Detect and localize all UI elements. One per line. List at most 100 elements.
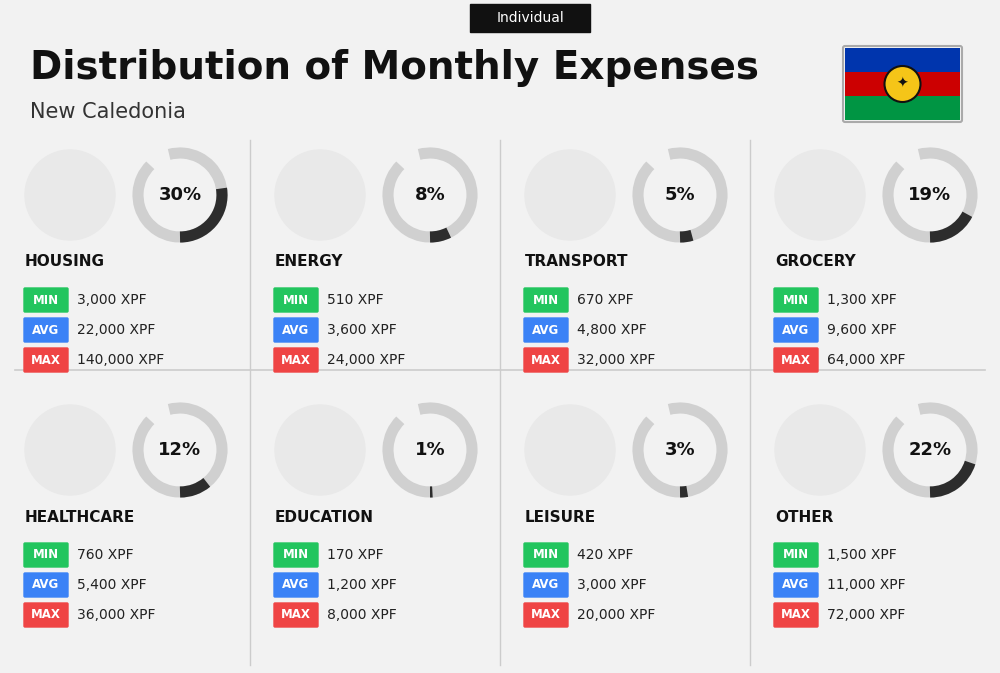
- Text: MAX: MAX: [531, 608, 561, 621]
- Text: MAX: MAX: [781, 353, 811, 367]
- Text: 5%: 5%: [665, 186, 695, 204]
- Text: AVG: AVG: [32, 579, 60, 592]
- FancyBboxPatch shape: [274, 288, 318, 312]
- Text: AVG: AVG: [32, 324, 60, 336]
- Text: 72,000 XPF: 72,000 XPF: [827, 608, 905, 622]
- FancyBboxPatch shape: [470, 4, 590, 32]
- Text: 420 XPF: 420 XPF: [577, 548, 634, 562]
- Text: 12%: 12%: [158, 441, 202, 459]
- Text: AVG: AVG: [282, 324, 310, 336]
- Text: 1%: 1%: [415, 441, 445, 459]
- FancyBboxPatch shape: [24, 603, 68, 627]
- Text: MIN: MIN: [783, 293, 809, 306]
- Bar: [845, 96, 960, 120]
- Circle shape: [25, 405, 115, 495]
- FancyBboxPatch shape: [774, 318, 818, 342]
- Text: 36,000 XPF: 36,000 XPF: [77, 608, 156, 622]
- Circle shape: [775, 150, 865, 240]
- Text: MIN: MIN: [283, 293, 309, 306]
- Text: 4,800 XPF: 4,800 XPF: [577, 323, 647, 337]
- Text: 760 XPF: 760 XPF: [77, 548, 134, 562]
- Circle shape: [275, 405, 365, 495]
- FancyBboxPatch shape: [274, 573, 318, 597]
- Text: MIN: MIN: [33, 548, 59, 561]
- FancyBboxPatch shape: [24, 288, 68, 312]
- Text: 3,000 XPF: 3,000 XPF: [77, 293, 147, 307]
- Text: TRANSPORT: TRANSPORT: [525, 254, 629, 269]
- Text: 140,000 XPF: 140,000 XPF: [77, 353, 164, 367]
- Text: 11,000 XPF: 11,000 XPF: [827, 578, 906, 592]
- Text: MIN: MIN: [783, 548, 809, 561]
- Text: 24,000 XPF: 24,000 XPF: [327, 353, 405, 367]
- Text: Individual: Individual: [496, 11, 564, 25]
- Text: 8,000 XPF: 8,000 XPF: [327, 608, 397, 622]
- Text: 5,400 XPF: 5,400 XPF: [77, 578, 147, 592]
- Text: MAX: MAX: [531, 353, 561, 367]
- Text: MAX: MAX: [781, 608, 811, 621]
- FancyBboxPatch shape: [24, 543, 68, 567]
- Text: HEALTHCARE: HEALTHCARE: [25, 509, 135, 524]
- Text: 3%: 3%: [665, 441, 695, 459]
- Text: AVG: AVG: [782, 579, 810, 592]
- Text: MAX: MAX: [281, 608, 311, 621]
- Text: LEISURE: LEISURE: [525, 509, 596, 524]
- Text: 32,000 XPF: 32,000 XPF: [577, 353, 655, 367]
- Text: 8%: 8%: [415, 186, 445, 204]
- Text: 19%: 19%: [908, 186, 952, 204]
- FancyBboxPatch shape: [524, 603, 568, 627]
- FancyBboxPatch shape: [524, 318, 568, 342]
- FancyBboxPatch shape: [524, 288, 568, 312]
- FancyBboxPatch shape: [274, 543, 318, 567]
- FancyBboxPatch shape: [774, 288, 818, 312]
- Text: EDUCATION: EDUCATION: [275, 509, 374, 524]
- Text: 22,000 XPF: 22,000 XPF: [77, 323, 155, 337]
- Bar: [845, 72, 960, 96]
- Text: 30%: 30%: [158, 186, 202, 204]
- Text: 3,600 XPF: 3,600 XPF: [327, 323, 397, 337]
- Text: MIN: MIN: [533, 548, 559, 561]
- Text: AVG: AVG: [532, 324, 560, 336]
- Text: ✦: ✦: [897, 77, 908, 91]
- Text: 3,000 XPF: 3,000 XPF: [577, 578, 647, 592]
- Text: AVG: AVG: [282, 579, 310, 592]
- Text: 22%: 22%: [908, 441, 952, 459]
- Text: ENERGY: ENERGY: [275, 254, 344, 269]
- Text: MAX: MAX: [31, 608, 61, 621]
- Text: MIN: MIN: [533, 293, 559, 306]
- Text: 20,000 XPF: 20,000 XPF: [577, 608, 655, 622]
- Text: 9,600 XPF: 9,600 XPF: [827, 323, 897, 337]
- FancyBboxPatch shape: [274, 603, 318, 627]
- Text: 1,200 XPF: 1,200 XPF: [327, 578, 397, 592]
- Circle shape: [525, 150, 615, 240]
- FancyBboxPatch shape: [524, 543, 568, 567]
- Text: 1,500 XPF: 1,500 XPF: [827, 548, 897, 562]
- Text: GROCERY: GROCERY: [775, 254, 856, 269]
- Text: Distribution of Monthly Expenses: Distribution of Monthly Expenses: [30, 49, 759, 87]
- Circle shape: [25, 150, 115, 240]
- Text: HOUSING: HOUSING: [25, 254, 105, 269]
- FancyBboxPatch shape: [524, 573, 568, 597]
- Bar: [845, 48, 960, 72]
- Text: MAX: MAX: [31, 353, 61, 367]
- FancyBboxPatch shape: [774, 543, 818, 567]
- Text: 510 XPF: 510 XPF: [327, 293, 384, 307]
- FancyBboxPatch shape: [24, 318, 68, 342]
- Text: AVG: AVG: [532, 579, 560, 592]
- Circle shape: [775, 405, 865, 495]
- Circle shape: [525, 405, 615, 495]
- Text: 64,000 XPF: 64,000 XPF: [827, 353, 906, 367]
- FancyBboxPatch shape: [274, 348, 318, 372]
- FancyBboxPatch shape: [24, 348, 68, 372]
- FancyBboxPatch shape: [274, 318, 318, 342]
- Text: MIN: MIN: [283, 548, 309, 561]
- FancyBboxPatch shape: [524, 348, 568, 372]
- Text: AVG: AVG: [782, 324, 810, 336]
- Text: 1,300 XPF: 1,300 XPF: [827, 293, 897, 307]
- Text: 670 XPF: 670 XPF: [577, 293, 634, 307]
- FancyBboxPatch shape: [774, 348, 818, 372]
- FancyBboxPatch shape: [774, 603, 818, 627]
- Text: New Caledonia: New Caledonia: [30, 102, 186, 122]
- Text: MAX: MAX: [281, 353, 311, 367]
- Text: MIN: MIN: [33, 293, 59, 306]
- Text: 170 XPF: 170 XPF: [327, 548, 384, 562]
